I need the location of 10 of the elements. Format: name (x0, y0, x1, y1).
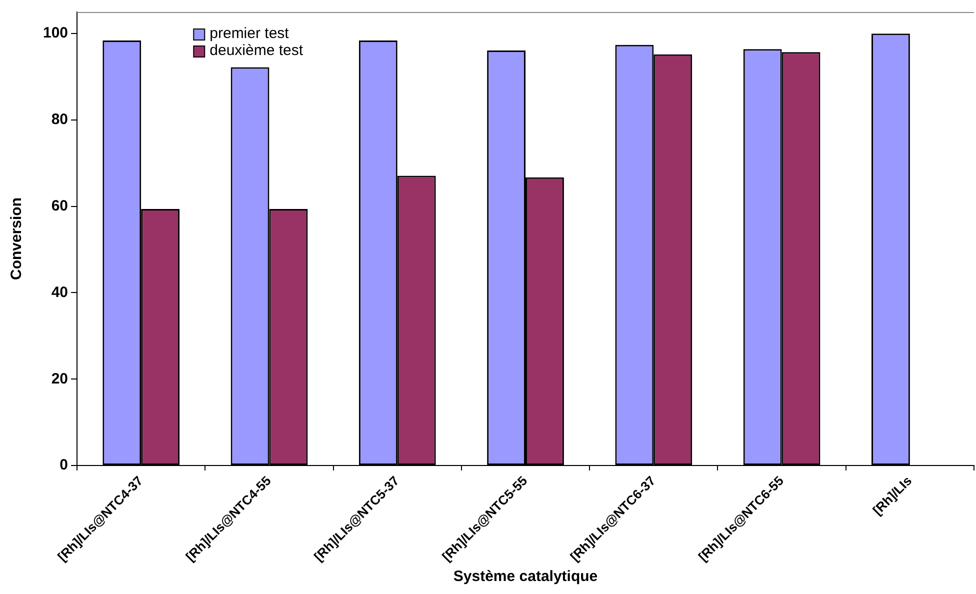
y-tick-label: 20 (51, 370, 68, 388)
y-tick-label: 40 (51, 284, 68, 301)
y-tick-label: 80 (51, 111, 68, 128)
x-axis-title: Système catalytique (453, 568, 598, 586)
y-tick-label: 60 (51, 198, 68, 214)
y-axis-title: Conversion (8, 197, 26, 280)
legend-label: premier test (210, 25, 290, 42)
legend-label: deuxième test (210, 42, 304, 60)
y-tick-label: 0 (60, 456, 68, 474)
y-tick-label: 100 (42, 24, 68, 42)
